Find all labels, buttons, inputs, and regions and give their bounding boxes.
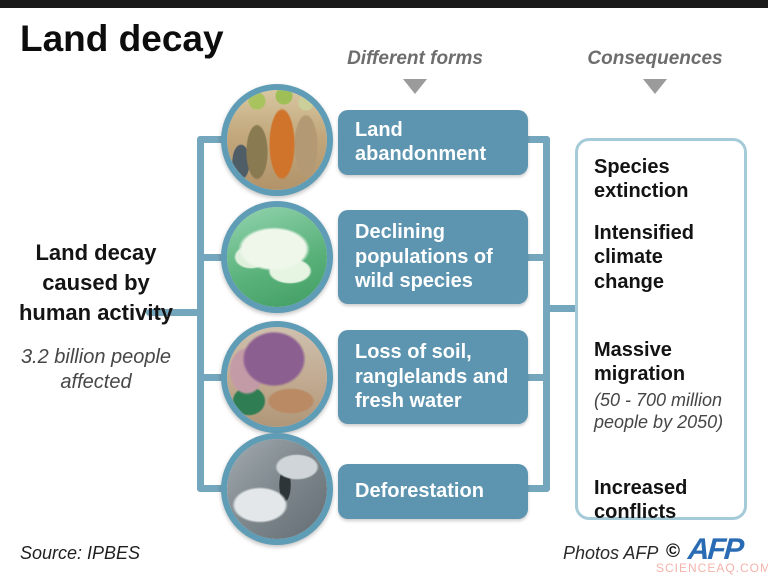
consequence-climate-change: Intensified climate change bbox=[594, 221, 695, 293]
left-bracket-stub-2 bbox=[197, 254, 242, 261]
right-bracket-stub-3 bbox=[522, 374, 550, 381]
source-credit: Source: IPBES bbox=[20, 543, 141, 563]
consequences-column-header: Consequences bbox=[587, 48, 723, 69]
right-bracket-stub-2 bbox=[522, 254, 550, 261]
photo-circle-land-abandonment bbox=[221, 84, 333, 196]
burning-forest-smoke-photo bbox=[227, 439, 327, 539]
photos-credit: Photos AFP bbox=[563, 543, 659, 563]
left-bracket-stub-3 bbox=[197, 374, 242, 381]
left-bracket-stub-4 bbox=[197, 485, 242, 492]
forms-column-header: Different forms bbox=[347, 48, 483, 69]
right-bracket-stub-4 bbox=[522, 485, 550, 492]
cause-connector-line bbox=[146, 309, 204, 316]
consequences-arrow-down-icon bbox=[643, 79, 667, 94]
consequence-massive-migration: Massive migration bbox=[594, 338, 686, 386]
form-label-land-abandonment: Land abandonment bbox=[338, 110, 528, 175]
right-bracket-stub-1 bbox=[522, 136, 550, 143]
cause-block: Land decay caused by human activity 3.2 … bbox=[6, 238, 186, 396]
right-bracket-vertical-line bbox=[543, 136, 550, 492]
consequences-connector-line bbox=[543, 305, 578, 312]
form-label-text: Declining populations of wild species bbox=[355, 221, 493, 293]
photo-circle-soil-water bbox=[221, 321, 333, 433]
consequence-increased-conflicts: Increased conflicts bbox=[594, 477, 688, 524]
top-black-bar bbox=[0, 0, 768, 8]
copyright-icon: © bbox=[666, 541, 680, 562]
people-carrying-belongings-photo bbox=[227, 90, 327, 190]
consequence-species-extinction: Species extinction bbox=[594, 156, 689, 203]
form-label-text: Loss of soil, ranglelands and fresh wate… bbox=[355, 341, 509, 413]
form-label-wild-species: Declining populations of wild species bbox=[338, 210, 528, 304]
forms-arrow-down-icon bbox=[403, 79, 427, 94]
consequence-migration-note: (50 - 700 million people by 2050) bbox=[594, 389, 724, 433]
cause-note: 3.2 billion people affected bbox=[20, 345, 172, 394]
polar-bear-swimming-photo bbox=[227, 207, 327, 307]
consequences-box: Species extinction Intensified climate c… bbox=[575, 138, 747, 523]
left-bracket-stub-1 bbox=[197, 136, 242, 143]
form-label-soil-water: Loss of soil, ranglelands and fresh wate… bbox=[338, 330, 528, 424]
cause-label: Land decay caused by human activity bbox=[18, 240, 174, 325]
form-label-deforestation: Deforestation bbox=[338, 464, 528, 519]
form-label-text: Land abandonment bbox=[355, 119, 487, 166]
photo-circle-deforestation bbox=[221, 433, 333, 545]
scienceaq-watermark: SCIENCEAQ.COM bbox=[656, 561, 768, 575]
page-title: Land decay bbox=[20, 18, 224, 59]
form-label-text: Deforestation bbox=[355, 480, 484, 503]
woman-drinking-water-photo bbox=[227, 327, 327, 427]
photo-circle-wild-species bbox=[221, 201, 333, 313]
